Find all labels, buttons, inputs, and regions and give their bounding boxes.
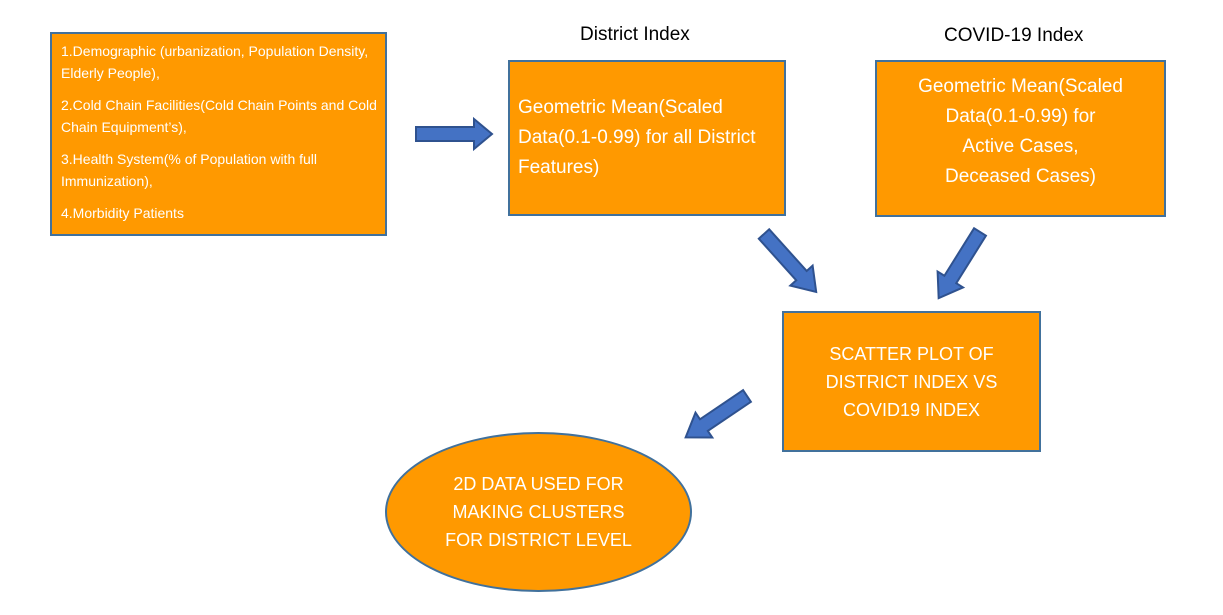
district-index-box: Geometric Mean(Scaled Data(0.1-0.99) for… [508,60,786,216]
covid-index-text: Geometric Mean(Scaled Data(0.1-0.99) for… [918,76,1123,187]
feature-item-morbidity: 4.Morbidity Patients [61,205,184,221]
arrow-to-clusters-icon [684,388,753,439]
scatter-plot-box: SCATTER PLOT OF DISTRICT INDEX VS COVID1… [782,311,1041,452]
feature-item-demographic: 1.Demographic (urbanization, Population … [61,43,369,81]
arrow-right-icon [415,116,494,152]
feature-item-health-system: 3.Health System(% of Population with ful… [61,151,318,189]
arrow-down-right-icon [757,227,818,294]
input-features-box: 1.Demographic (urbanization, Population … [50,32,387,236]
covid-index-heading: COVID-19 Index [944,25,1084,46]
district-index-text: Geometric Mean(Scaled Data(0.1-0.99) for… [518,97,756,178]
clusters-ellipse: 2D DATA USED FOR MAKING CLUSTERS FOR DIS… [385,432,692,592]
arrow-down-left-icon [936,226,988,300]
clusters-text: 2D DATA USED FOR MAKING CLUSTERS FOR DIS… [445,474,632,550]
feature-item-cold-chain: 2.Cold Chain Facilities(Cold Chain Point… [61,97,377,135]
scatter-plot-text: SCATTER PLOT OF DISTRICT INDEX VS COVID1… [825,343,998,420]
covid-index-box: Geometric Mean(Scaled Data(0.1-0.99) for… [875,60,1166,217]
district-index-heading: District Index [580,24,690,45]
